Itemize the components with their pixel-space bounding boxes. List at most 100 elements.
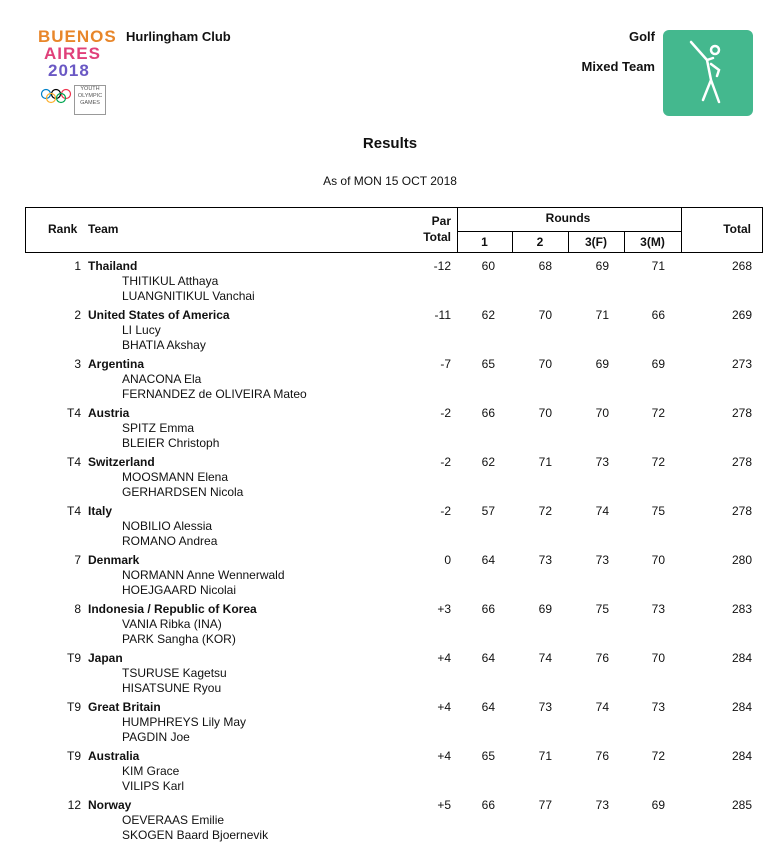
round-score: 71 (651, 259, 665, 273)
title: Results (362, 135, 418, 152)
player: NORMANN Anne Wennerwald (122, 568, 285, 582)
round-score: 65 (481, 357, 495, 371)
player: LI Lucy (122, 323, 161, 337)
col-header: Rank (48, 222, 78, 236)
rank: 7 (74, 553, 81, 567)
team: Denmark (88, 553, 140, 567)
round-score: 69 (595, 357, 609, 371)
team: Norway (88, 798, 132, 812)
par-total: -12 (433, 259, 451, 273)
col-header: Rounds (545, 211, 591, 225)
player: SKOGEN Baard Bjoernevik (122, 828, 269, 842)
round-score: 66 (651, 308, 665, 322)
total: 268 (731, 259, 752, 273)
round-score: 70 (538, 308, 552, 322)
player: HOEJGAARD Nicolai (122, 583, 237, 597)
player: THITIKUL Atthaya (122, 274, 219, 288)
rounds-divider (457, 231, 682, 253)
round-score: 66 (481, 406, 495, 420)
player: OEVERAAS Emilie (122, 813, 225, 827)
round-score: 57 (481, 504, 495, 518)
round-header: 1 (481, 235, 488, 249)
round-score: 70 (651, 553, 665, 567)
round-score: 74 (595, 700, 609, 714)
round-header: 3(F) (585, 235, 607, 249)
team: Indonesia / Republic of Korea (88, 602, 257, 616)
round-score: 71 (538, 749, 552, 763)
round-header: 3(M) (640, 235, 665, 249)
event: Mixed Team (581, 59, 655, 74)
rank: 8 (74, 602, 81, 616)
table-header (25, 207, 763, 253)
round-score: 74 (595, 504, 609, 518)
team: Switzerland (88, 455, 155, 469)
rank: T9 (66, 749, 81, 763)
team: Austria (88, 406, 130, 420)
total: 284 (731, 749, 752, 763)
rank: T4 (66, 455, 81, 469)
round-score: 64 (481, 700, 495, 714)
par-total: -2 (440, 504, 451, 518)
par-total: +3 (437, 602, 451, 616)
par-total: 0 (444, 553, 451, 567)
player: BLEIER Christoph (122, 436, 220, 450)
player: SPITZ Emma (122, 421, 195, 435)
total: 278 (731, 406, 752, 420)
player: NOBILIO Alessia (122, 519, 213, 533)
total: 284 (731, 700, 752, 714)
round-score: 73 (651, 700, 665, 714)
total: 284 (731, 651, 752, 665)
player: BHATIA Akshay (122, 338, 206, 352)
round-score: 73 (651, 602, 665, 616)
rank: 3 (74, 357, 81, 371)
round-score: 76 (595, 749, 609, 763)
par-total: +4 (437, 749, 451, 763)
round-score: 72 (651, 406, 665, 420)
round-score: 73 (538, 700, 552, 714)
player: FERNANDEZ de OLIVEIRA Mateo (122, 387, 307, 401)
total: 273 (731, 357, 752, 371)
player: HUMPHREYS Lily May (122, 715, 247, 729)
round-score: 65 (481, 749, 495, 763)
round-score: 71 (538, 455, 552, 469)
logo-line: AIRES (44, 44, 101, 63)
round-score: 70 (595, 406, 609, 420)
rank: T9 (66, 700, 81, 714)
sport: Golf (629, 29, 655, 44)
round-score: 66 (481, 798, 495, 812)
par-total: +4 (437, 651, 451, 665)
player: GERHARDSEN Nicola (122, 485, 244, 499)
player: MOOSMANN Elena (122, 470, 229, 484)
olympic-rings (40, 88, 72, 104)
round-score: 70 (538, 406, 552, 420)
round-score: 66 (481, 602, 495, 616)
round-score: 75 (651, 504, 665, 518)
col-header: Total (423, 230, 451, 244)
par-total: -11 (434, 308, 451, 322)
player: LUANGNITIKUL Vanchai (122, 289, 255, 303)
player: VILIPS Karl (122, 779, 185, 793)
team: Argentina (88, 357, 145, 371)
round-score: 64 (481, 651, 495, 665)
round-score: 71 (595, 308, 609, 322)
col-header: Par (431, 214, 451, 228)
sport-pictogram (663, 30, 753, 116)
round-score: 69 (538, 602, 552, 616)
player: VANIA Ribka (INA) (122, 617, 222, 631)
round-score: 74 (538, 651, 552, 665)
total: 283 (731, 602, 752, 616)
round-score: 70 (651, 651, 665, 665)
player: KIM Grace (122, 764, 180, 778)
col-header: Total (723, 222, 751, 236)
round-header: 2 (536, 235, 544, 249)
total: 269 (731, 308, 752, 322)
round-score: 60 (481, 259, 495, 273)
player: ANACONA Ela (122, 372, 202, 386)
rank: 1 (74, 259, 81, 273)
rank: T4 (66, 406, 81, 420)
team: Japan (88, 651, 123, 665)
player: PARK Sangha (KOR) (122, 632, 236, 646)
round-score: 62 (481, 308, 495, 322)
rank: T9 (66, 651, 81, 665)
